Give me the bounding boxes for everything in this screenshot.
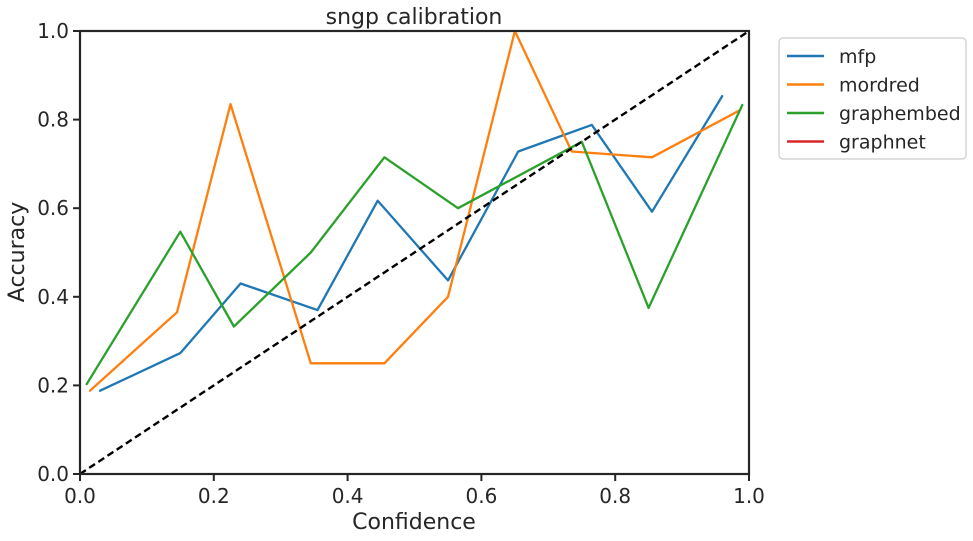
legend: mfp mordred graphembed graphnet (778, 37, 967, 160)
x-tick-label: 0.0 (64, 484, 96, 508)
x-axis-label: Confidence (352, 510, 476, 535)
x-tick-label: 0.8 (599, 484, 631, 508)
legend-box (778, 37, 967, 160)
y-tick-label: 1.0 (37, 19, 69, 43)
series-line-mfp (98, 94, 724, 392)
axes-frame (78, 29, 751, 476)
y-tick-label: 0.0 (37, 462, 69, 486)
series-line-mordred (88, 29, 741, 392)
reference-diagonal-line (79, 29, 750, 476)
y-tick-label: 0.2 (37, 373, 69, 397)
legend-label-mordred: mordred (839, 75, 920, 97)
axes: 0.0 0.2 0.4 0.6 0.8 1.0 0.0 0.2 0.4 0.6 0.8 1.0 (37, 19, 765, 508)
legend-label-graphnet: graphnet (839, 132, 926, 154)
y-axis-label: Accuracy (5, 202, 30, 302)
plot-area (79, 29, 750, 476)
x-tick-label: 0.4 (332, 484, 364, 508)
y-tick-label: 0.8 (37, 108, 69, 132)
legend-label-mfp: mfp (839, 46, 876, 68)
chart-title: sngp calibration (326, 5, 503, 30)
y-tick-label: 0.4 (37, 285, 69, 309)
y-tick-label: 0.6 (37, 196, 69, 220)
x-tick-label: 0.6 (465, 484, 497, 508)
x-tick-label: 1.0 (733, 484, 765, 508)
series-line-graphembed (85, 103, 744, 386)
x-tick-label: 0.2 (198, 484, 230, 508)
legend-label-graphembed: graphembed (839, 103, 961, 125)
